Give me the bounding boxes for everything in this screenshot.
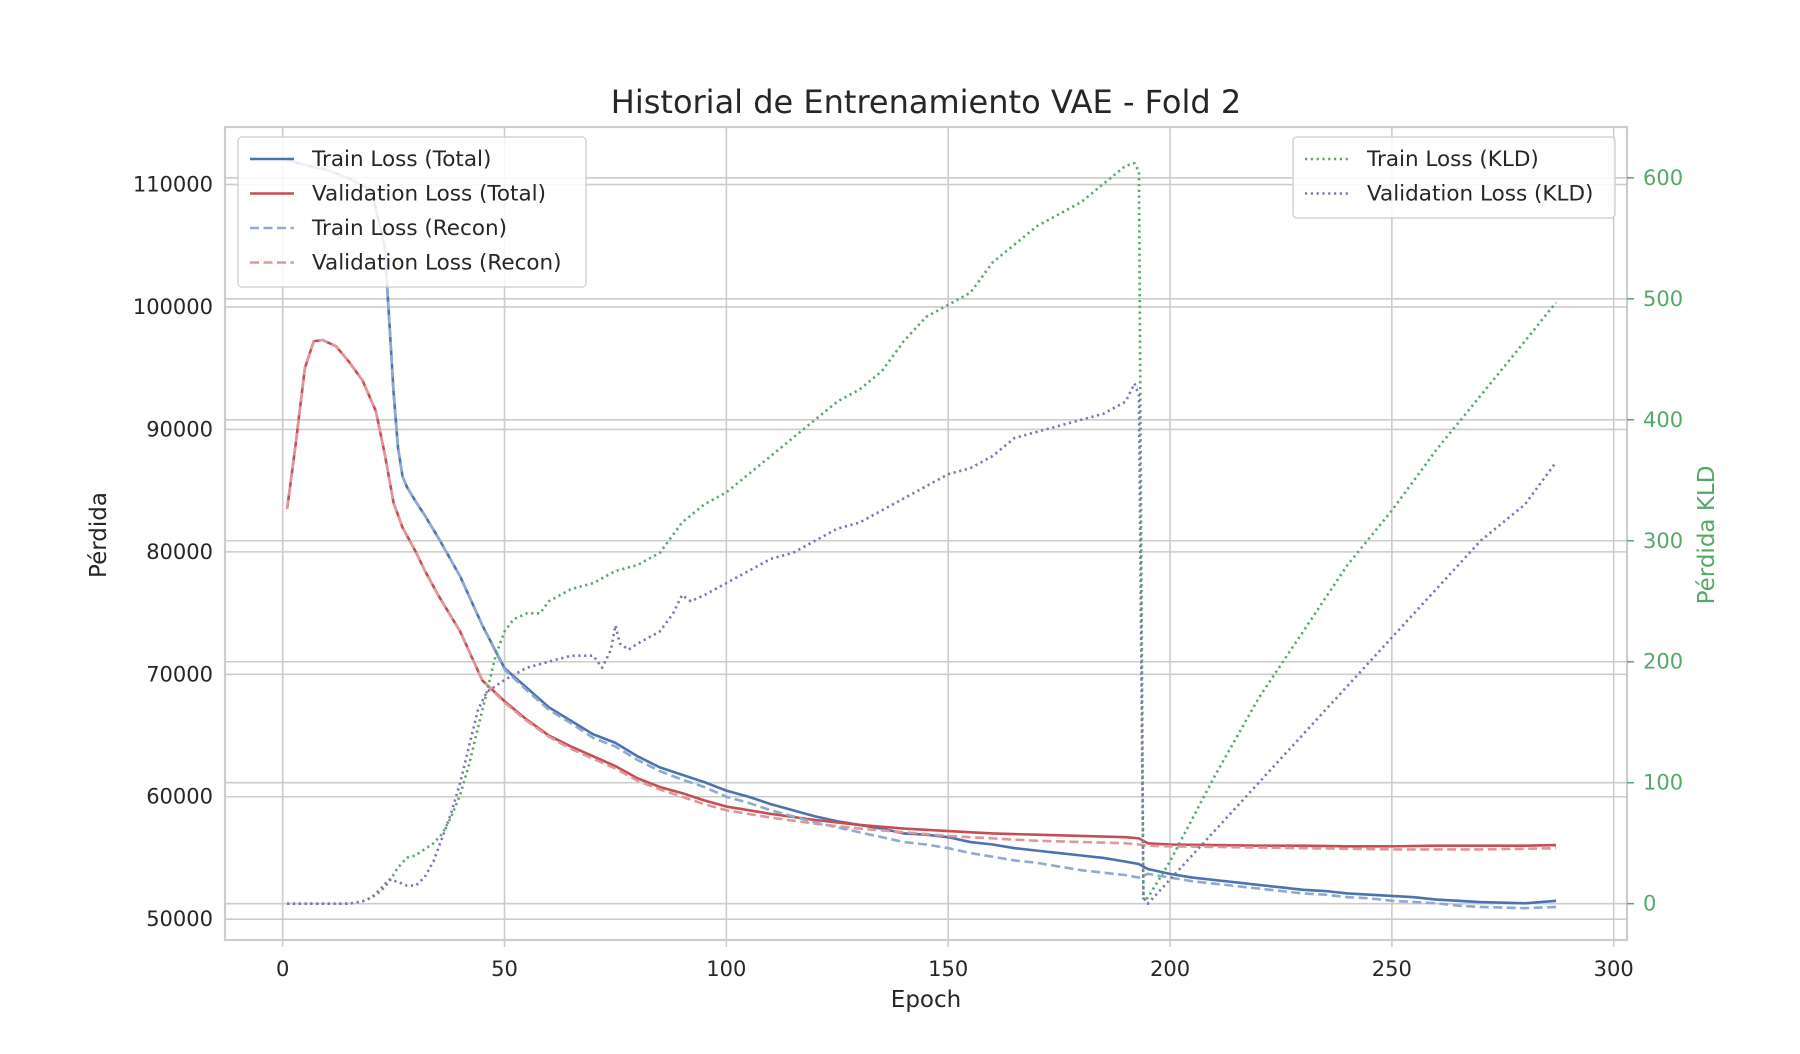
legend-label: Validation Loss (KLD) (1367, 182, 1593, 207)
y-tick-label: 100000 (133, 295, 213, 319)
series-line-train-loss-recon (286, 158, 1557, 910)
y2-tick-label: 300 (1643, 529, 1683, 553)
axes-layer: 0 50 100 150 200 250 300 50000 60000 70000 80000 90… (133, 125, 1683, 981)
chart-title: Historial de Entrenamiento VAE - Fold 2 (611, 83, 1241, 121)
x-tick-label: 50 (491, 957, 518, 981)
x-tick-label: 200 (1150, 957, 1190, 981)
x-tick-label: 250 (1372, 957, 1412, 981)
legend-left: Train Loss (Total) Validation Loss (Total… (237, 136, 587, 288)
y2-axis-label: Pérdida KLD (1694, 466, 1720, 605)
legend-label: Validation Loss (Total) (312, 182, 546, 207)
legend-box (237, 136, 587, 288)
y-tick-label: 110000 (133, 173, 213, 197)
grid-layer (225, 127, 1627, 940)
legend-label: Train Loss (Total) (311, 147, 491, 172)
y-axis-label: Pérdida (86, 492, 112, 578)
y2-tick-label: 100 (1643, 771, 1683, 795)
legend-label: Train Loss (Recon) (311, 216, 507, 241)
x-tick-label: 0 (276, 957, 289, 981)
legend-box (1292, 136, 1616, 219)
series-line-train-loss-kld (287, 161, 1558, 906)
y-tick-label: 80000 (146, 540, 213, 564)
y2-tick-label: 600 (1643, 166, 1683, 190)
y-tick-label: 90000 (146, 417, 213, 441)
y-tick-label: 50000 (146, 907, 213, 931)
x-tick-label: 100 (706, 957, 746, 981)
legend-label: Validation Loss (Recon) (312, 251, 562, 276)
legend-right: Train Loss (KLD) Validation Loss (KLD) (1292, 136, 1616, 219)
x-axis-label: Epoch (891, 987, 961, 1013)
series-layer (285, 158, 1558, 910)
x-tick-label: 300 (1594, 957, 1634, 981)
y2-tick-label: 0 (1643, 892, 1656, 916)
legend-label: Train Loss (KLD) (1366, 147, 1539, 172)
y-tick-label: 70000 (146, 662, 213, 686)
x-tick-label: 150 (928, 957, 968, 981)
y2-tick-label: 500 (1643, 287, 1683, 311)
y2-tick-label: 200 (1643, 650, 1683, 674)
plot-frame (223, 125, 1629, 942)
series-line-validation-loss-recon (285, 338, 1557, 851)
series-line-validation-loss-kld (287, 382, 1558, 906)
y2-tick-label: 400 (1643, 408, 1683, 432)
y-tick-label: 60000 (146, 785, 213, 809)
